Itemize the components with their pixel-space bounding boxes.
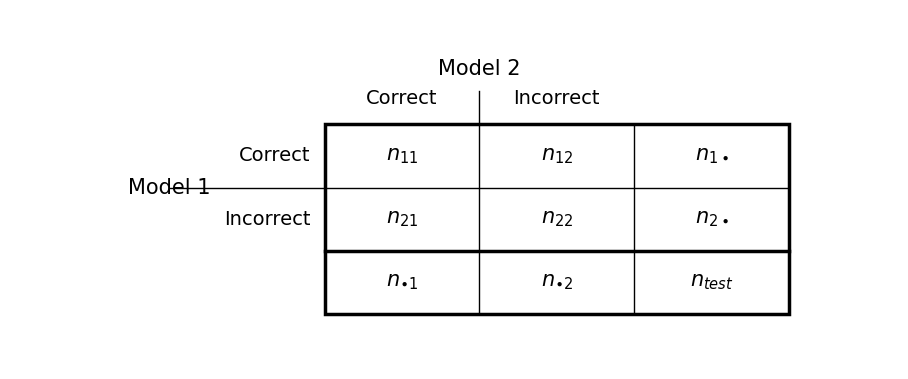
Text: Correct: Correct	[366, 89, 438, 108]
Text: $n_{test}$: $n_{test}$	[690, 273, 734, 292]
Text: $n_{12}$: $n_{12}$	[540, 146, 573, 166]
Text: Correct: Correct	[239, 146, 311, 165]
Text: $n_{1\bullet}$: $n_{1\bullet}$	[695, 146, 729, 166]
Text: Incorrect: Incorrect	[224, 210, 311, 229]
Text: $n_{\bullet2}$: $n_{\bullet2}$	[540, 273, 573, 292]
Text: Model 2: Model 2	[439, 59, 520, 79]
Text: Model 1: Model 1	[127, 177, 210, 197]
Text: $n_{22}$: $n_{22}$	[540, 209, 573, 229]
Text: $n_{11}$: $n_{11}$	[386, 146, 419, 166]
Text: $n_{21}$: $n_{21}$	[386, 209, 419, 229]
Text: Incorrect: Incorrect	[514, 89, 600, 108]
Text: $n_{\bullet1}$: $n_{\bullet1}$	[386, 273, 419, 292]
Bar	[325, 124, 789, 314]
Text: $n_{2\bullet}$: $n_{2\bullet}$	[695, 209, 729, 229]
